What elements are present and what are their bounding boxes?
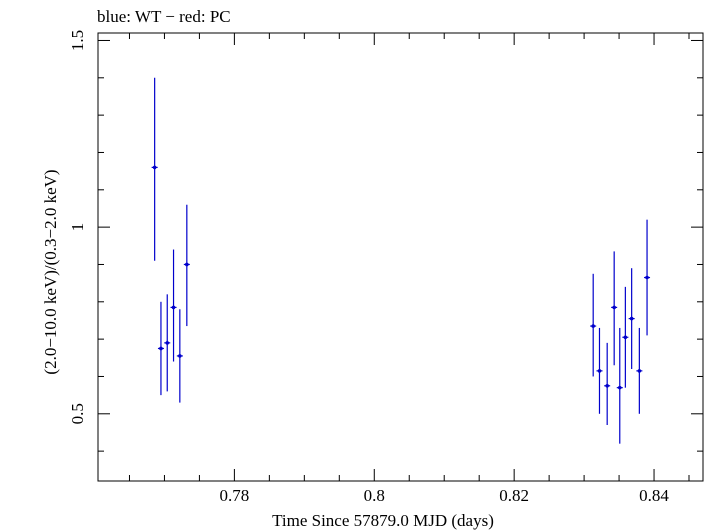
- data-point: [164, 294, 171, 392]
- chart-title: blue: WT − red: PC: [97, 7, 231, 26]
- data-point: [170, 249, 177, 362]
- point-marker: [629, 316, 634, 321]
- point-marker: [612, 305, 616, 310]
- data-point: [157, 301, 164, 396]
- data-points: [151, 77, 651, 444]
- point-marker: [597, 369, 602, 373]
- point-marker: [178, 354, 182, 358]
- y-tick-label: 0.5: [68, 403, 87, 424]
- data-point: [176, 309, 183, 403]
- y-tick-label: 1.5: [68, 30, 87, 51]
- data-point: [611, 251, 618, 366]
- data-point: [596, 327, 603, 414]
- x-tick-label: 0.8: [364, 486, 385, 505]
- x-tick-label: 0.82: [499, 486, 529, 505]
- data-point: [604, 342, 611, 425]
- point-marker: [617, 385, 622, 390]
- axis-ticks: [98, 33, 703, 481]
- data-point: [636, 327, 643, 414]
- data-point: [622, 286, 629, 388]
- axis-tick-labels: 0.78 0.8 0.82 0.84 0.5 1 1.5: [68, 30, 669, 505]
- data-point: [151, 77, 158, 261]
- y-axis-label: (2.0−10.0 keV)/(0.3−2.0 keV): [41, 169, 60, 374]
- plot-frame: [97, 32, 704, 482]
- x-axis-label: Time Since 57879.0 MJD (days): [272, 511, 494, 530]
- point-marker: [159, 346, 163, 351]
- point-marker: [637, 369, 642, 373]
- data-point: [590, 273, 597, 377]
- data-point: [183, 204, 190, 327]
- point-marker: [605, 384, 609, 388]
- point-marker: [185, 262, 189, 267]
- data-point: [644, 219, 651, 336]
- data-point: [628, 268, 635, 369]
- point-marker: [623, 335, 628, 340]
- point-marker: [152, 165, 157, 170]
- y-tick-label: 1: [68, 223, 87, 232]
- point-marker: [591, 324, 595, 328]
- x-tick-label: 0.78: [220, 486, 250, 505]
- x-tick-label: 0.84: [639, 486, 669, 505]
- data-point: [616, 327, 623, 444]
- point-marker: [645, 275, 649, 280]
- point-marker: [171, 305, 176, 310]
- point-marker: [165, 341, 170, 345]
